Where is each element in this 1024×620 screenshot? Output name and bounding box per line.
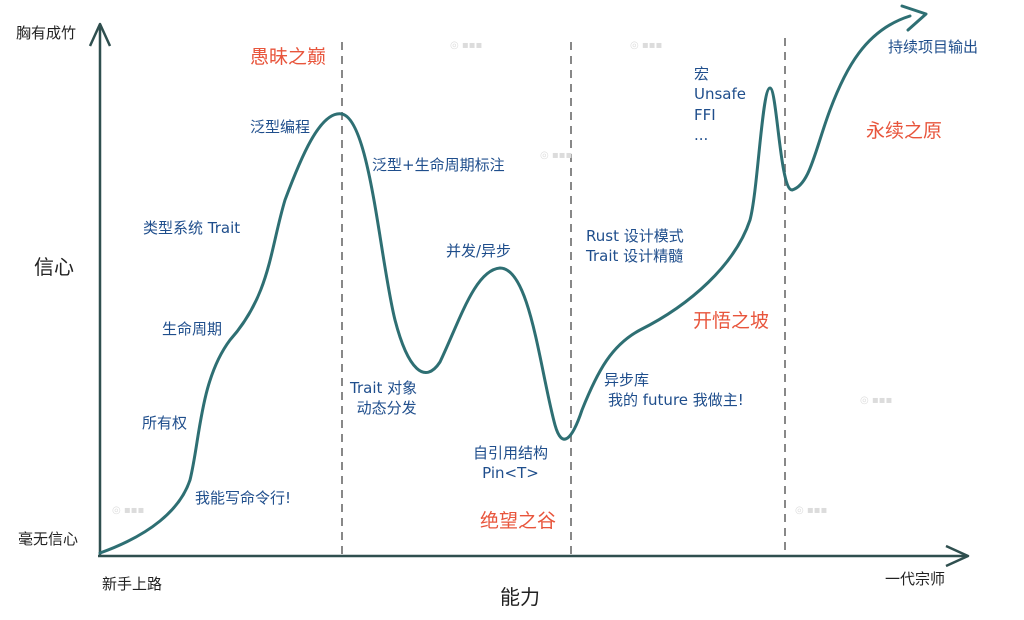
topic-trait-object-line: Trait 对象 — [350, 379, 418, 397]
topic-generic-lifetime: 泛型+生命周期标注 — [372, 156, 505, 174]
x-axis-title: 能力 — [500, 585, 540, 609]
watermark: ◎ ▪▪▪ — [795, 505, 828, 516]
topic-advanced-line: ... — [694, 125, 709, 144]
topic-design: Rust 设计模式 Trait 设计精髓 — [586, 226, 684, 267]
topic-lifetime: 生命周期 — [162, 320, 223, 338]
topic-generic: 泛型编程 — [250, 118, 311, 136]
x-axis-start-label: 新手上路 — [102, 575, 163, 593]
y-axis-title: 信心 — [34, 255, 74, 279]
x-axis-end-label: 一代宗师 — [885, 570, 946, 588]
topic-type-trait: 类型系统 Trait — [143, 219, 241, 237]
topic-advanced-line: FFI — [694, 105, 716, 124]
stage-plateau: 永续之原 — [866, 120, 943, 142]
topic-trait-object: Trait 对象 动态分发 — [350, 378, 417, 419]
topic-trait-object-line: 动态分发 — [356, 399, 417, 418]
topic-advanced-line: 宏 — [694, 65, 710, 83]
x-axis-arrow — [945, 544, 970, 568]
topic-design-line: Rust 设计模式 — [586, 227, 684, 245]
topic-ownership: 所有权 — [142, 414, 188, 432]
topic-self-ref-line: 自引用结构 — [473, 444, 549, 462]
topic-async-lib-line: 异步库 — [604, 371, 650, 389]
topic-concurrency: 并发/异步 — [446, 242, 512, 260]
topic-design-line: Trait 设计精髓 — [586, 247, 684, 266]
topic-cli: 我能写命令行! — [195, 489, 292, 507]
topic-async-lib: 异步库 我的 future 我做主! — [604, 370, 744, 411]
topic-advanced: 宏 Unsafe FFI ... — [694, 64, 746, 145]
confidence-curve — [98, 14, 912, 555]
topic-advanced-line: Unsafe — [694, 85, 747, 104]
stage-slope: 开悟之坡 — [693, 310, 770, 332]
watermark: ◎ ▪▪▪ — [860, 395, 893, 406]
stage-valley: 绝望之谷 — [480, 510, 557, 532]
topic-self-ref-line: Pin<T> — [482, 464, 539, 483]
y-axis-bottom-label: 毫无信心 — [18, 530, 79, 548]
watermark: ◎ ▪▪▪ — [112, 505, 145, 516]
topic-self-ref: 自引用结构 Pin<T> — [473, 443, 548, 484]
y-axis-arrow — [88, 22, 112, 47]
watermark: ◎ ▪▪▪ — [450, 40, 483, 51]
watermark: ◎ ▪▪▪ — [540, 150, 573, 161]
y-axis-top-label: 胸有成竹 — [16, 24, 77, 42]
stage-peak: 愚昧之巅 — [250, 46, 327, 68]
watermark: ◎ ▪▪▪ — [630, 40, 663, 51]
topic-async-lib-line: 我的 future 我做主! — [608, 391, 744, 410]
topic-output: 持续项目输出 — [888, 38, 979, 56]
curve-arrow — [900, 4, 928, 32]
